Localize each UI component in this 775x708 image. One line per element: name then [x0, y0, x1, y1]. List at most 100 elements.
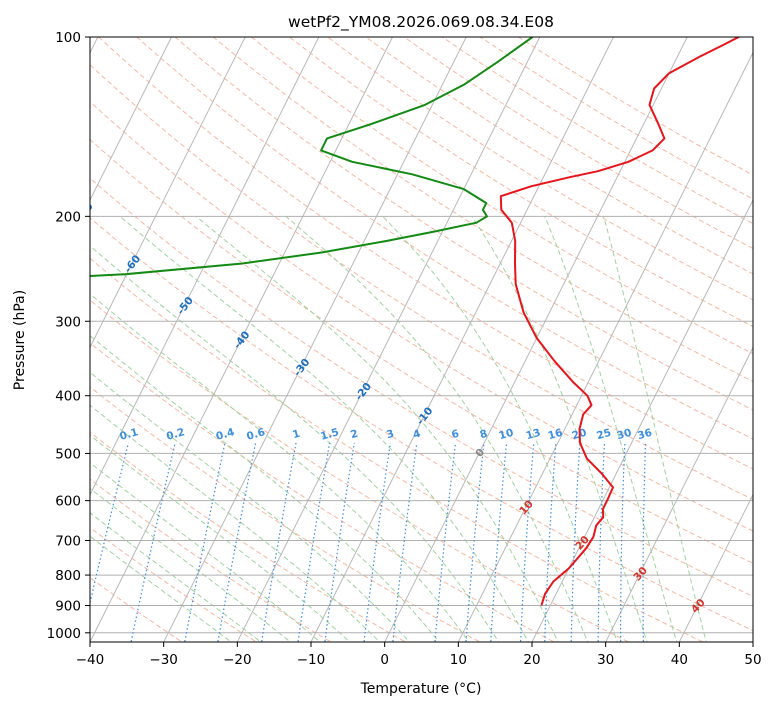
- x-tick-label: −20: [223, 652, 252, 668]
- moist-adiabat-line: [90, 371, 411, 642]
- isotherm-line: [457, 51, 753, 642]
- chart-title: wetPf2_YM08.2026.069.08.34.E08: [288, 13, 554, 32]
- mixing-ratio-line: [519, 442, 535, 642]
- moist-adiabat-line: [285, 216, 589, 642]
- isotherm-line: [605, 346, 753, 642]
- isotherm-line: [531, 198, 753, 642]
- mixing-ratio-label: 0.2: [165, 426, 186, 443]
- mixing-ratio-label: 25: [595, 427, 612, 443]
- x-tick-label: 20: [523, 652, 540, 668]
- mixing-ratio-line: [184, 442, 226, 642]
- moist-adiabat-line: [90, 334, 440, 642]
- moist-adiabat-line: [471, 216, 648, 642]
- mixing-ratio-line: [544, 442, 557, 642]
- dry-adiabat-line: [136, 37, 753, 440]
- mixing-ratio-line: [392, 442, 418, 642]
- mixing-ratio-label: 8: [479, 428, 489, 442]
- mixing-ratio-label: 13: [525, 427, 542, 443]
- mixing-ratio-label: 4: [412, 428, 422, 442]
- mixing-ratio-label: 16: [547, 427, 564, 443]
- mixing-ratio-line: [434, 442, 457, 642]
- isotherm-line: [90, 37, 320, 496]
- moist-adiabat-line: [90, 245, 500, 642]
- x-tick-label: 0: [380, 652, 389, 668]
- dry-adiabat-line: [251, 37, 753, 355]
- mixing-ratio-label: 0.4: [215, 426, 236, 443]
- mixing-ratio-line: [363, 442, 391, 642]
- moist-adiabat-line: [603, 216, 707, 642]
- mixing-ratio-line: [620, 442, 626, 642]
- isotherm-line: [90, 37, 172, 202]
- dry-adiabat-line: [403, 37, 753, 249]
- y-tick-label: 300: [55, 314, 81, 330]
- dry-adiabat-line: [90, 177, 753, 598]
- dry-adiabat-line: [90, 386, 481, 642]
- isotherm-line: [236, 37, 541, 642]
- mixing-ratio-label: 3: [385, 428, 395, 442]
- mixing-ratio-label: 10: [498, 427, 515, 443]
- dewpoint-profile-line: [90, 37, 534, 278]
- y-tick-label: 500: [55, 446, 81, 462]
- dry-adiabat-line: [98, 37, 753, 470]
- isotherm-line: [678, 493, 753, 642]
- mixing-ratio-label: 0.1: [118, 426, 139, 443]
- isotherm-line: [90, 37, 246, 349]
- moist-adiabat-line: [90, 462, 321, 642]
- dry-adiabat-line: [174, 37, 753, 411]
- isotherm-line: [310, 37, 614, 642]
- x-tick-label: −40: [76, 652, 105, 668]
- mixing-ratio-line: [324, 442, 355, 642]
- dry-adiabat-line: [90, 138, 753, 564]
- temperature-profile-line: [499, 37, 740, 606]
- dry-adiabat-line: [518, 37, 753, 176]
- isotherm-line: [384, 37, 688, 642]
- y-axis-ticks: 100 200 300 400 500 600 700 800 900 1000: [47, 30, 90, 642]
- mixing-ratio-label: 0.6: [245, 426, 266, 443]
- moist-adiabat-line: [90, 293, 470, 642]
- dry-adiabat-line: [90, 431, 407, 642]
- isotherm-line: [163, 37, 467, 642]
- dry-adiabat-line: [90, 257, 705, 642]
- dry-adiabat-line: [90, 342, 556, 642]
- mixing-ratio-line: [90, 442, 129, 606]
- isotherm-line: [90, 37, 393, 642]
- mixing-ratio-label: 36: [636, 427, 653, 443]
- mixing-ratio-label: 1.5: [319, 426, 340, 443]
- moist-adiabat-line: [544, 216, 678, 642]
- mixing-ratio-line: [597, 442, 606, 642]
- x-tick-label: 40: [671, 652, 688, 668]
- x-tick-label: −10: [297, 652, 326, 668]
- mixing-ratio-line: [465, 442, 485, 642]
- x-axis-ticks: −40 −30 −20 −10 0 10 20 30 40 50: [76, 642, 762, 668]
- mixing-ratio-line: [130, 442, 176, 642]
- mixing-ratio-line: [217, 442, 257, 642]
- y-tick-label: 1000: [47, 626, 81, 642]
- background-lines: [90, 37, 753, 642]
- x-tick-label: 50: [744, 652, 761, 668]
- moist-adiabat-line: [90, 434, 351, 642]
- moist-adiabat-line: [195, 216, 559, 642]
- mixing-ratio-label: 2: [349, 428, 359, 442]
- dry-adiabat-line: [441, 37, 753, 225]
- moist-adiabat-line: [90, 487, 292, 642]
- mixing-ratio-label: 6: [450, 428, 460, 442]
- dry-adiabat-line: [327, 37, 753, 301]
- y-tick-label: 100: [55, 30, 81, 46]
- mixing-ratio-line: [261, 442, 297, 642]
- dry-adiabat-line: [289, 37, 753, 328]
- y-tick-label: 800: [55, 568, 81, 584]
- profile-lines: [90, 37, 740, 606]
- x-axis-label: Temperature (°C): [360, 681, 482, 697]
- x-tick-label: 30: [597, 652, 614, 668]
- dry-adiabat-line: [90, 478, 332, 642]
- dry-adiabat-line: [90, 101, 753, 532]
- dry-adiabat-line: [90, 64, 753, 501]
- y-tick-label: 900: [55, 599, 81, 615]
- y-tick-label: 200: [55, 209, 81, 225]
- mixing-ratio-line: [642, 442, 647, 642]
- moist-adiabat-line: [119, 216, 529, 642]
- y-axis-label: Pressure (hPa): [12, 290, 28, 390]
- mixing-ratio-label: 30: [616, 427, 633, 443]
- mixing-ratio-line: [297, 442, 331, 642]
